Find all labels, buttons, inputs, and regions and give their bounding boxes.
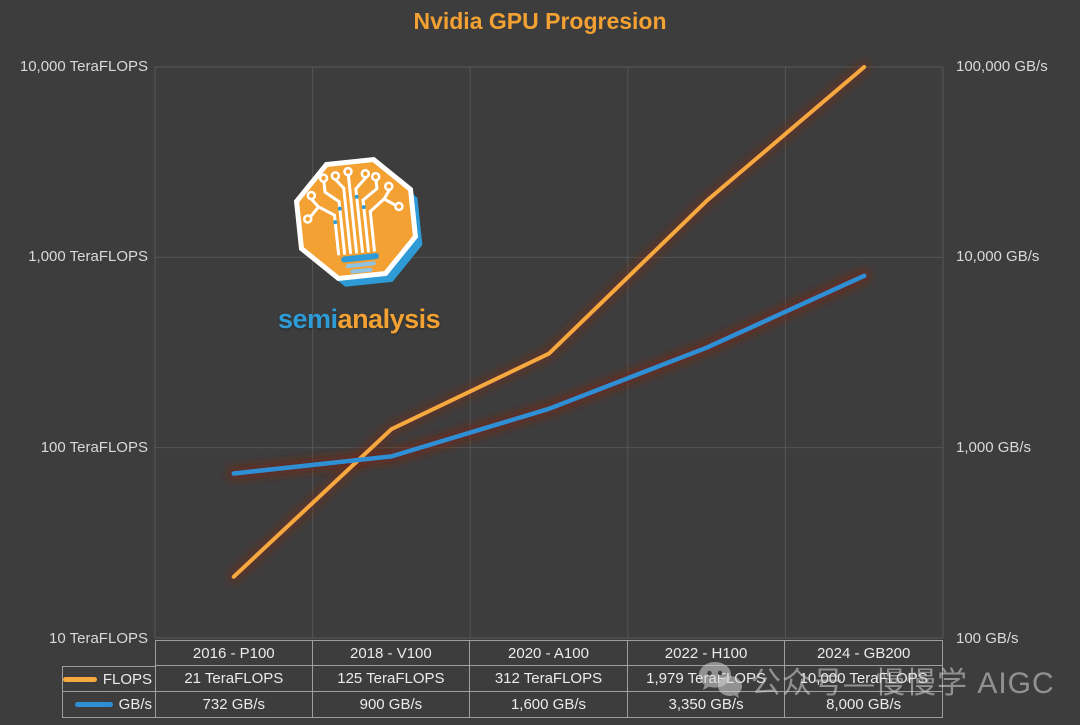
right-axis-tick: 10,000 GB/s [956, 248, 1040, 265]
table-cell: 8,000 GB/s [785, 692, 943, 718]
legend-label: GB/s [118, 696, 152, 713]
table-cell: 312 TeraFLOPS [470, 666, 628, 692]
legend-label: FLOPS [102, 670, 152, 688]
table-header: 2018 - V100 [312, 640, 471, 666]
semianalysis-logo: semianalysis [278, 145, 441, 335]
flops-line-swatch [63, 676, 97, 682]
table-cell: 732 GB/s [155, 692, 313, 718]
gbs-line-swatch [74, 702, 113, 707]
table-cell: 1,600 GB/s [470, 692, 628, 718]
legend-key-gbs: GB/s [62, 692, 155, 718]
table-header: 2016 - P100 [155, 640, 313, 666]
table-cell: 900 GB/s [312, 692, 471, 718]
left-axis-tick: 100 TeraFLOPS [40, 439, 148, 456]
series-gbs-line [231, 273, 867, 476]
table-header: 2024 - GB200 [785, 640, 943, 666]
table-cell: 10,000 TeraFLOPS [785, 666, 943, 692]
left-axis-tick: 10 TeraFLOPS [49, 630, 148, 647]
right-axis-tick: 100 GB/s [956, 630, 1019, 647]
wordmark-semi: semi [278, 304, 338, 334]
right-axis-tick: 100,000 GB/s [956, 58, 1048, 75]
wechat-icon [699, 662, 742, 698]
table-cell: 3,350 GB/s [627, 692, 786, 718]
table-cell: 125 TeraFLOPS [312, 666, 471, 692]
left-axis-tick: 10,000 TeraFLOPS [19, 58, 148, 75]
right-axis-tick: 1,000 GB/s [956, 439, 1032, 456]
table-corner [62, 640, 155, 666]
table-cell: 21 TeraFLOPS [155, 666, 313, 692]
series-flops-line [231, 65, 867, 579]
wordmark-analysis: analysis [337, 304, 441, 334]
left-axis-tick: 1,000 TeraFLOPS [28, 248, 148, 265]
semianalysis-logo-icon [293, 156, 423, 287]
watermark: 公众号—慢慢学 AIGC [697, 658, 1055, 702]
page-title: Nvidia GPU Progresion [413, 8, 667, 34]
watermark-text: 公众号—慢慢学 AIGC [751, 667, 1055, 700]
legend-key-flops: FLOPS [62, 666, 155, 692]
table-header: 2020 - A100 [470, 640, 628, 666]
semianalysis-wordmark: semianalysis [278, 304, 441, 335]
gridlines [154, 66, 944, 639]
data-table: 2016 - P100 2018 - V100 2020 - A100 2022… [62, 640, 943, 718]
